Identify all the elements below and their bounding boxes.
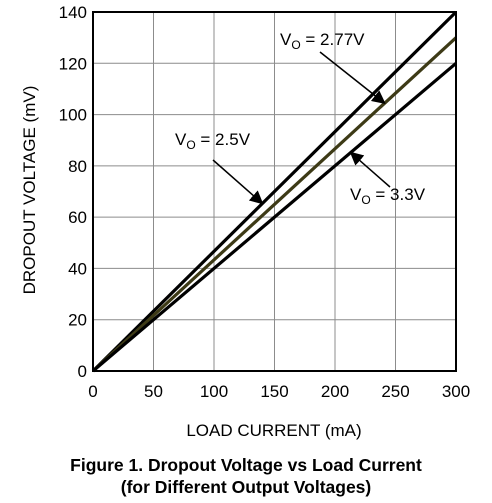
series-lines <box>91 10 458 373</box>
figure-caption-line-1: Figure 1. Dropout Voltage vs Load Curren… <box>70 455 422 475</box>
x-tick-label: 300 <box>442 382 470 401</box>
series-line-3 <box>91 62 458 373</box>
y-tick-label: 140 <box>59 3 87 22</box>
y-tick-label: 0 <box>78 362 87 381</box>
y-axis-title: DROPOUT VOLTAGE (mV) <box>20 86 39 295</box>
annotation-arrow-1 <box>319 51 386 105</box>
annotation-arrow-3 <box>349 151 391 188</box>
x-tick-label: 150 <box>260 382 288 401</box>
x-axis-title: LOAD CURRENT (mA) <box>186 421 361 440</box>
y-tick-label: 20 <box>68 311 87 330</box>
plot-border <box>92 11 457 372</box>
y-tick-label: 100 <box>59 106 87 125</box>
annotation-arrow-2 <box>212 159 264 205</box>
annotations: VO = 2.77V VO = 2.5V VO = 3.3V <box>175 30 426 207</box>
annotation-label-1: VO = 2.77V <box>280 30 365 52</box>
y-tick-label: 60 <box>68 208 87 227</box>
dropout-voltage-chart: 0 50 100 150 200 250 300 0 20 40 60 80 100 120 140 VO … <box>20 3 471 440</box>
y-tick-label: 120 <box>59 54 87 73</box>
x-tick-label: 50 <box>144 382 163 401</box>
series-line-2 <box>91 36 458 373</box>
tick-labels: 0 50 100 150 200 250 300 0 20 40 60 80 100 120 140 <box>59 3 471 401</box>
y-tick-label: 40 <box>68 259 87 278</box>
x-tick-label: 250 <box>381 382 409 401</box>
x-tick-label: 200 <box>321 382 349 401</box>
annotation-label-3: VO = 3.3V <box>350 185 426 207</box>
plot-frame <box>92 11 457 372</box>
figure-caption-line-2: (for Different Output Voltages) <box>120 477 372 497</box>
y-tick-label: 80 <box>68 157 87 176</box>
x-tick-label: 0 <box>88 382 97 401</box>
annotation-label-2: VO = 2.5V <box>175 130 251 152</box>
x-tick-label: 100 <box>200 382 228 401</box>
series-line-1 <box>91 10 458 373</box>
